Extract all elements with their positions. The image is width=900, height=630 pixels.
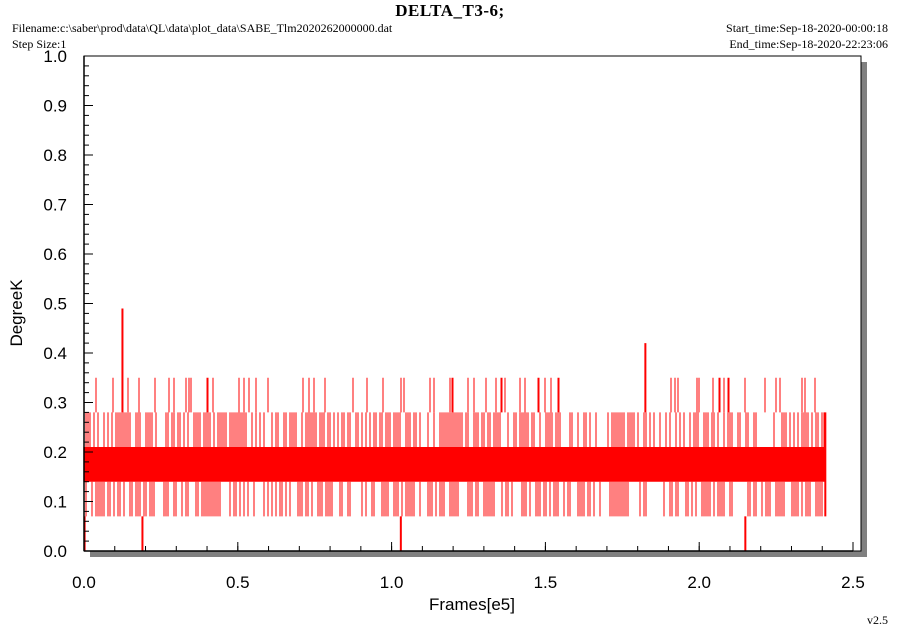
y-tick-label: 0.0	[43, 542, 67, 561]
y-tick-label: 0.4	[43, 344, 67, 363]
x-tick-label: 1.5	[534, 573, 558, 592]
y-tick-label: 0.2	[43, 443, 67, 462]
start-time-label: Start_time:Sep-18-2020-00:00:18	[726, 21, 888, 35]
series-main-band	[83, 447, 826, 482]
y-axis-title: DegreeK	[7, 279, 26, 347]
chart-title: DELTA_T3-6;	[395, 1, 505, 20]
step-size-label: Step Size:1	[12, 37, 67, 51]
x-tick-label: 2.5	[841, 573, 865, 592]
y-tick-label: 1.0	[43, 47, 67, 66]
end-time-label: End_time:Sep-18-2020-22:23:06	[729, 37, 888, 51]
version-label: v2.5	[867, 613, 888, 627]
y-tick-label: 0.3	[43, 394, 67, 413]
series-upper-excursions	[95, 377, 816, 413]
y-tick-label: 0.9	[43, 97, 67, 116]
x-tick-label: 2.0	[687, 573, 711, 592]
y-tick-label: 0.5	[43, 295, 67, 314]
x-tick-label: 1.0	[380, 573, 404, 592]
y-tick-label: 0.6	[43, 245, 67, 264]
x-tick-label: 0.5	[226, 573, 250, 592]
y-tick-label: 0.8	[43, 146, 67, 165]
y-tick-label: 0.7	[43, 196, 67, 215]
filename-label: Filename:c:\saber\prod\data\QL\data\plot…	[12, 21, 393, 35]
x-tick-label: 0.0	[72, 573, 96, 592]
y-tick-label: 0.1	[43, 493, 67, 512]
x-axis-title: Frames[e5]	[429, 595, 515, 614]
